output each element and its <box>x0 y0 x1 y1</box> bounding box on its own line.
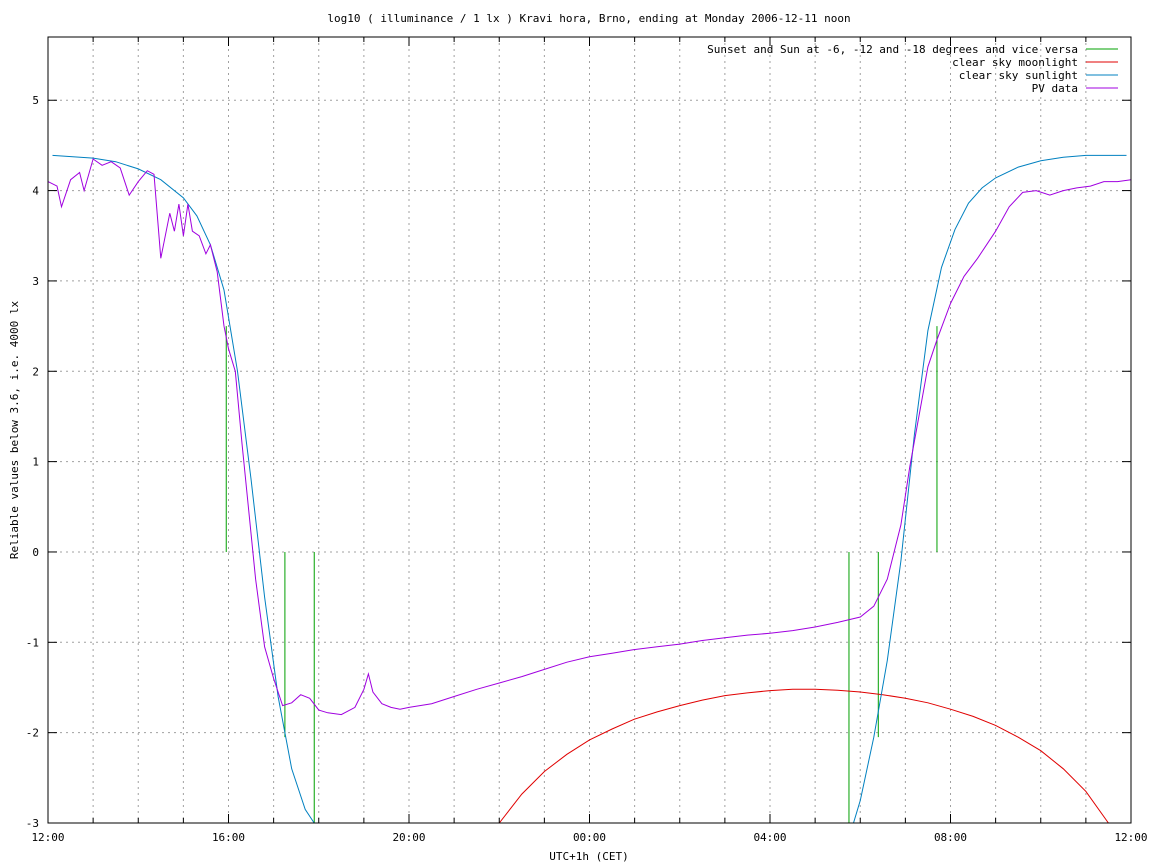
legend-label: PV data <box>1032 82 1078 95</box>
y-tick-label: 4 <box>32 185 39 198</box>
y-tick-label: 0 <box>32 546 39 559</box>
y-tick-label: -3 <box>26 817 39 830</box>
x-tick-label: 08:00 <box>934 831 967 844</box>
y-tick-label: 1 <box>32 456 39 469</box>
x-tick-label: 12:00 <box>31 831 64 844</box>
x-axis-label: UTC+1h (CET) <box>549 850 628 863</box>
pv-data-line <box>47 158 1132 716</box>
legend-label: clear sky sunlight <box>959 69 1078 82</box>
legend: Sunset and Sun at -6, -12 and -18 degree… <box>707 43 1118 95</box>
y-tick-label: -2 <box>26 727 39 740</box>
x-tick-label: 16:00 <box>212 831 245 844</box>
x-tick-label: 20:00 <box>392 831 425 844</box>
legend-label: Sunset and Sun at -6, -12 and -18 degree… <box>707 43 1078 56</box>
clear-sky-moonlight-line <box>498 688 1109 824</box>
y-tick-label: -1 <box>26 636 39 649</box>
x-tick-label: 12:00 <box>1114 831 1147 844</box>
chart-title: log10 ( illuminance / 1 lx ) Kravi hora,… <box>327 12 850 25</box>
ticks: 12:00 16:00 20:00 00:00 04:00 08:00 12:00-3-2-… <box>26 37 1148 844</box>
y-tick-label: 2 <box>32 365 39 378</box>
plot-frame <box>47 36 1132 824</box>
y-tick-label: 5 <box>32 94 39 107</box>
x-tick-label: 04:00 <box>753 831 786 844</box>
y-tick-label: 3 <box>32 275 39 288</box>
legend-label: clear sky moonlight <box>952 56 1078 69</box>
grid <box>48 37 1131 823</box>
y-axis-label: Reliable values below 3.6, i.e. 4000 lx <box>8 300 21 559</box>
x-tick-label: 00:00 <box>573 831 606 844</box>
